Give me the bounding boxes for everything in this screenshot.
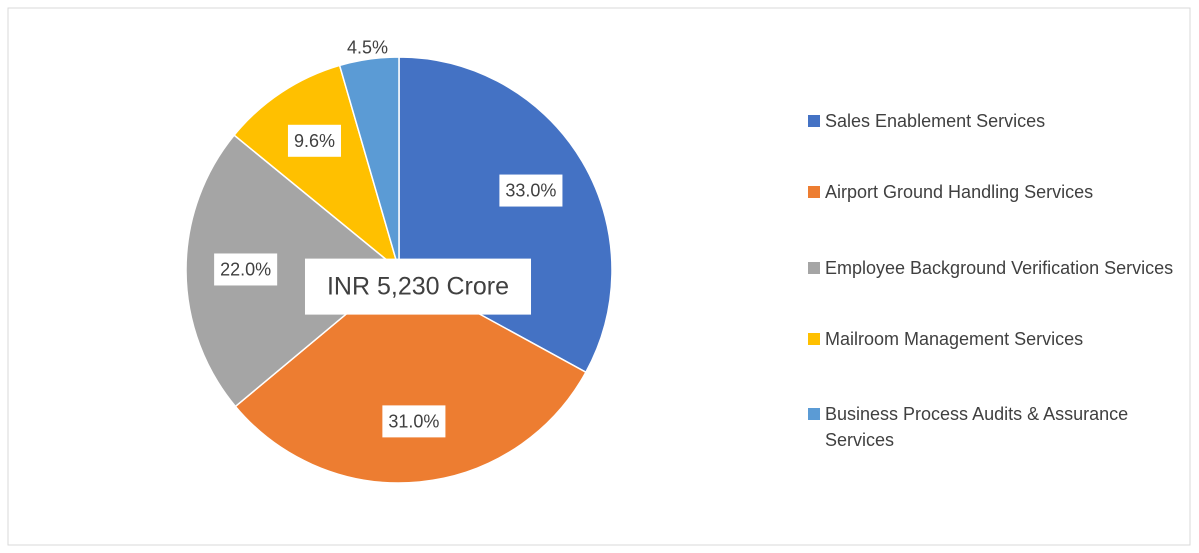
chart-border (7, 7, 1191, 546)
legend-label: Airport Ground Handling Services (825, 182, 1094, 202)
legend-swatch (808, 333, 820, 345)
data-label-box (382, 405, 446, 438)
legend-label: Sales Enablement Services (825, 111, 1046, 131)
pie-slice (185, 134, 401, 408)
data-label: 4.5% (347, 37, 388, 57)
legend-swatch (808, 262, 820, 274)
annotation-box (304, 258, 532, 315)
pie-slice (233, 64, 401, 273)
legend-label: Business Process Audits & Assurance Serv… (825, 404, 1129, 450)
data-label: 9.6% (294, 131, 335, 151)
legend-item: Employee Background Verification Service… (808, 255, 1175, 281)
pie-slice (338, 56, 400, 271)
data-label: 33.0% (505, 181, 556, 201)
data-label-box (287, 124, 341, 157)
legend-label: Employee Background Verification Service… (825, 258, 1174, 278)
data-label: 22.0% (220, 259, 271, 279)
pie-slice (234, 269, 587, 484)
legend-item: Sales Enablement Services (808, 108, 1175, 134)
legend-swatch (808, 408, 820, 420)
legend-item: Mailroom Management Services (808, 326, 1175, 352)
legend-swatch (808, 115, 820, 127)
data-label-box (499, 174, 563, 207)
legend-item: Airport Ground Handling Services (808, 179, 1175, 205)
legend-label: Mailroom Management Services (825, 329, 1084, 349)
annotation: INR 5,230 Crore (327, 273, 509, 301)
legend-swatch (808, 186, 820, 198)
data-label-box (214, 253, 278, 286)
legend-item: Business Process Audits & Assurance Serv… (808, 401, 1175, 453)
data-label: 31.0% (388, 411, 439, 431)
